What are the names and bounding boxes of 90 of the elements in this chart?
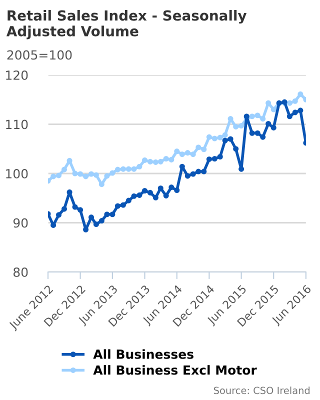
point [233, 146, 239, 152]
point [56, 172, 62, 178]
point [93, 221, 99, 228]
point [270, 124, 276, 130]
point [147, 190, 153, 196]
point [142, 188, 148, 194]
point [217, 134, 223, 140]
chart-subtitle: 2005=100 [7, 50, 72, 60]
point [78, 171, 84, 177]
point [152, 159, 158, 165]
point [179, 164, 185, 170]
y-tick-label: 90 [13, 218, 28, 228]
point [110, 212, 116, 218]
point [131, 193, 137, 199]
point [98, 218, 104, 224]
point [83, 174, 89, 180]
point [104, 173, 110, 179]
point [131, 166, 137, 172]
point [72, 170, 78, 176]
legend-label: All Businesses [93, 349, 194, 359]
point [196, 168, 202, 174]
point [174, 148, 180, 154]
point [244, 114, 250, 120]
y-tick-label: 80 [13, 267, 28, 277]
point [114, 166, 121, 172]
point [184, 150, 190, 156]
point [266, 120, 272, 127]
point [222, 138, 228, 144]
point [168, 184, 174, 190]
point [126, 198, 132, 204]
point [206, 156, 212, 162]
point [56, 212, 62, 218]
point [196, 144, 202, 150]
point [78, 207, 84, 213]
point [136, 192, 142, 198]
point [152, 194, 158, 200]
point [120, 202, 126, 208]
point [163, 156, 169, 162]
point [136, 164, 142, 170]
source-note: Source: CSO Ireland [214, 386, 310, 394]
point [260, 116, 266, 122]
point [120, 166, 126, 172]
point [298, 91, 304, 97]
point [190, 171, 196, 177]
point [184, 173, 190, 179]
point [254, 130, 260, 136]
point [190, 152, 196, 158]
point [61, 166, 68, 172]
point [174, 187, 180, 194]
point [201, 146, 207, 152]
point [126, 166, 132, 172]
point [292, 98, 298, 104]
point [110, 170, 116, 176]
point [286, 114, 292, 120]
y-tick-label: 110 [6, 120, 28, 130]
point [260, 134, 266, 140]
point [93, 172, 99, 178]
point [201, 168, 207, 174]
point [292, 110, 298, 116]
point [217, 154, 223, 160]
point [298, 108, 304, 114]
point [249, 114, 255, 120]
point [50, 174, 56, 180]
point [270, 106, 276, 112]
point [228, 136, 234, 142]
point [222, 132, 228, 138]
point [233, 124, 239, 130]
point [163, 192, 169, 198]
point [206, 134, 212, 140]
point [212, 156, 218, 162]
point [104, 212, 110, 218]
point [179, 152, 185, 158]
chart-title: Retail Sales Index - Seasonally Adjusted Volume [6, 10, 247, 40]
point [114, 203, 121, 209]
point [249, 130, 255, 136]
legend-label: All Business Excl Motor [93, 365, 257, 375]
point [238, 122, 244, 129]
point [142, 157, 148, 163]
point [168, 156, 174, 162]
point [61, 206, 68, 212]
point [88, 171, 94, 177]
point [72, 204, 78, 210]
point [158, 158, 164, 164]
point [158, 185, 164, 192]
point [147, 158, 153, 164]
point [212, 136, 218, 142]
y-tick-label: 100 [6, 168, 28, 178]
y-tick-label: 120 [6, 70, 28, 80]
point [238, 166, 244, 172]
point [254, 112, 260, 118]
